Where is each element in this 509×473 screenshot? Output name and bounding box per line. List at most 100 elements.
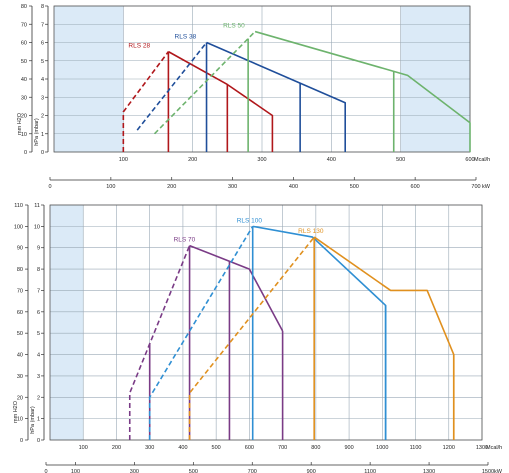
tick-label-mcal: 400 <box>178 445 187 451</box>
series-rls-130: RLS 130 <box>188 228 455 440</box>
tick-label-mm: 0 <box>20 438 23 444</box>
tick-label-mm: 50 <box>17 331 23 337</box>
tick-label-hpa: 4 <box>37 353 40 359</box>
series-label: RLS 38 <box>175 34 197 41</box>
range-boundary <box>252 225 387 440</box>
tick-label-mcal: 500 <box>396 157 405 163</box>
range-boundary <box>313 236 455 440</box>
tick-label-kw: 400 <box>289 184 298 190</box>
range-boundary-dashed <box>122 51 170 152</box>
tick-label-kw: 100 <box>71 469 80 473</box>
range-boundary-dashed <box>188 236 315 440</box>
tick-label-kw: 300 <box>130 469 139 473</box>
tick-label-kw: 600 <box>411 184 420 190</box>
series-label: RLS 70 <box>174 237 196 244</box>
tick-label-hpa: 4 <box>41 77 44 83</box>
series-rls-38: RLS 38 <box>136 34 347 152</box>
tick-label-hpa: 1 <box>37 417 40 423</box>
tick-label-hpa: 2 <box>37 395 40 401</box>
tick-label-mm: 0 <box>24 150 27 156</box>
tick-label-mcal: 300 <box>145 445 154 451</box>
tick-label-mm: 40 <box>17 353 23 359</box>
tick-label-kw: 700 <box>471 184 480 190</box>
tick-label-hpa: 11 <box>34 203 40 209</box>
tick-label-hpa: 2 <box>41 114 44 120</box>
tick-label-mm: 100 <box>14 224 23 230</box>
tick-label-mm: 80 <box>21 4 27 10</box>
tick-label-mm: 110 <box>14 203 23 209</box>
tick-label-mcal: 1200 <box>443 445 455 451</box>
tick-label-hpa: 0 <box>41 150 44 156</box>
tick-label-mm: 10 <box>21 132 27 138</box>
plot-frame <box>53 5 471 153</box>
range-boundary <box>168 50 274 152</box>
tick-label-kw: 700 <box>248 469 257 473</box>
series-label: RLS 100 <box>237 217 263 224</box>
tick-label-mcal: 500 <box>212 445 221 451</box>
tick-label-kw: 200 <box>167 184 176 190</box>
series-label: RLS 50 <box>223 23 245 30</box>
series-rls-50: RLS 50 <box>153 23 471 152</box>
tick-label-mcal: 1300 <box>476 445 488 451</box>
tick-label-mm: 30 <box>21 95 27 101</box>
tick-label-mm: 10 <box>17 417 23 423</box>
tick-label-hpa: 1 <box>41 132 44 138</box>
tick-label-kw: 1300 <box>423 469 435 473</box>
tick-label-mm: 40 <box>21 77 27 83</box>
tick-label-mcal: 100 <box>79 445 88 451</box>
x-axis-label-kw: kW <box>482 184 491 190</box>
tick-label-mm: 60 <box>17 310 23 316</box>
tick-label-hpa: 5 <box>41 59 44 65</box>
tick-label-hpa: 9 <box>37 246 40 252</box>
tick-label-mcal: 100 <box>119 157 128 163</box>
tick-label-mcal: 1100 <box>410 445 422 451</box>
tick-label-mcal: 400 <box>327 157 336 163</box>
range-boundary-dashed <box>148 225 254 440</box>
tick-label-mm: 90 <box>17 246 23 252</box>
tick-label-hpa: 6 <box>37 310 40 316</box>
tick-label-mcal: 200 <box>188 157 197 163</box>
tick-label-mm: 70 <box>21 22 27 28</box>
firing-range-chart-rls28-50: 0 10 20 30 40 50 60 70 80 0 1 2 3 4 5 6 7 8 mm H2O hPa (mba… <box>17 4 491 190</box>
tick-label-hpa: 5 <box>37 331 40 337</box>
tick-label-hpa: 6 <box>41 41 44 47</box>
tick-label-mm: 50 <box>21 59 27 65</box>
tick-label-mm: 70 <box>17 288 23 294</box>
tick-label-mcal: 200 <box>112 445 121 451</box>
tick-label-kw: 500 <box>189 469 198 473</box>
range-boundary-dashed <box>136 42 208 131</box>
tick-label-kw: 100 <box>106 184 115 190</box>
series-rls-100: RLS 100 <box>148 217 387 440</box>
y-axis-label-hpa: hPa (mbar) <box>30 406 36 434</box>
y-axis-label-mm: mm H2O <box>13 400 19 423</box>
range-boundary <box>189 244 284 332</box>
tick-label-hpa: 8 <box>37 267 40 273</box>
tick-label-mcal: 800 <box>311 445 320 451</box>
plot-frame <box>49 204 483 441</box>
tick-label-hpa: 10 <box>34 224 40 230</box>
tick-label-mm: 20 <box>17 395 23 401</box>
y-axis-label-hpa: hPa (mbar) <box>34 118 40 146</box>
x-axis-label-mcal: Mcal/h <box>474 157 490 163</box>
tick-label-mm: 20 <box>21 114 27 120</box>
tick-label-mm: 80 <box>17 267 23 273</box>
tick-label-hpa: 3 <box>37 374 40 380</box>
tick-label-hpa: 7 <box>41 22 44 28</box>
tick-label-mcal: 600 <box>465 157 474 163</box>
range-boundary-dashed <box>128 245 191 440</box>
tick-label-kw: 1500 <box>482 469 494 473</box>
range-boundary <box>254 30 471 152</box>
tick-label-hpa: 0 <box>37 438 40 444</box>
tick-label-mm: 30 <box>17 374 23 380</box>
tick-label-hpa: 3 <box>41 95 44 101</box>
tick-label-mcal: 600 <box>245 445 254 451</box>
tick-label-hpa: 7 <box>37 288 40 294</box>
x-axis-label-kw: kW <box>494 469 503 473</box>
series-label: RLS 28 <box>128 43 150 50</box>
tick-label-kw: 500 <box>350 184 359 190</box>
series-label: RLS 130 <box>298 228 324 235</box>
tick-label-kw: 1100 <box>364 469 376 473</box>
tick-label-kw: 0 <box>48 184 51 190</box>
tick-label-kw: 300 <box>228 184 237 190</box>
